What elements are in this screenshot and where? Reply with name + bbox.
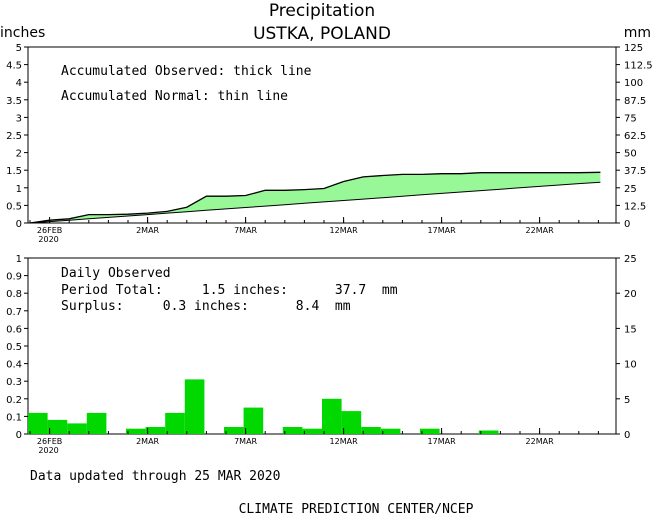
x-tick-label: 26FEB: [37, 226, 62, 235]
accumulated-panel: 0 0.5 1 1.5 2 2.5 3 3.5 4 4.5 5 0 12.5 25 37.5 50 62.5 7…: [6, 43, 652, 244]
x-tick-label: 7MAR: [234, 437, 257, 446]
y-tick-label: 1: [16, 184, 22, 195]
x-tick-label: 7MAR: [234, 226, 257, 235]
y-tick-label: 1: [16, 254, 22, 265]
right-unit-label: mm: [624, 25, 651, 41]
x-tick-label: 22MAR: [526, 226, 555, 235]
x-tick-label: 12MAR: [330, 226, 359, 235]
y-right-tick-label: 12.5: [624, 201, 646, 212]
accumulated-legend-observed: Accumulated Observed: thick line: [61, 64, 312, 79]
daily-precip-bar: [243, 407, 264, 434]
x-tick-label: 17MAR: [428, 437, 457, 446]
y-tick-label: 3: [16, 113, 22, 124]
x-tick-label: 2MAR: [136, 437, 159, 446]
daily-precip-bar: [322, 398, 342, 434]
y-tick-label: 5: [16, 43, 22, 54]
x-tick-label: 2MAR: [136, 226, 159, 235]
y-tick-label: 0: [16, 430, 22, 441]
y-tick-label: 3.5: [6, 96, 22, 107]
data-updated-note: Data updated through 25 MAR 2020: [30, 469, 280, 484]
x-tick-label: 26FEB: [37, 437, 62, 446]
accumulated-observed-line: [29, 171, 601, 224]
y-tick-label: 0.4: [6, 360, 22, 371]
y-right-tick-label: 100: [624, 78, 643, 89]
daily-precip-bar: [420, 428, 440, 434]
daily-precip-bar: [126, 428, 146, 434]
daily-precip-bar: [302, 428, 322, 434]
chart-title: Precipitation: [269, 1, 375, 21]
y-right-tick-label: 25: [624, 184, 637, 195]
y-tick-label: 0.2: [6, 395, 22, 406]
daily-legend-title: Daily Observed: [61, 266, 171, 281]
y-tick-label: 2: [16, 149, 22, 160]
y-tick-label: 0.5: [6, 201, 22, 212]
y-tick-label: 4.5: [6, 61, 22, 72]
y-right-tick-label: 0: [624, 430, 630, 441]
x-tick-label: 12MAR: [330, 437, 359, 446]
y-tick-label: 0.1: [6, 412, 22, 423]
daily-precip-bar: [282, 427, 303, 434]
daily-panel: 0 0.1 0.2 0.3 0.4 0.5 0.6 0.7 0.8 0.9 1 0 5 10 15 20 25…: [6, 254, 637, 455]
y-tick-label: 0.9: [6, 272, 22, 283]
y-right-tick-label: 25: [624, 254, 637, 265]
y-right-tick-label: 15: [624, 324, 637, 335]
daily-precip-bar: [67, 423, 87, 434]
y-tick-label: 0.8: [6, 289, 22, 300]
y-tick-label: 0.3: [6, 377, 22, 388]
y-tick-label: 0.6: [6, 324, 22, 335]
y-right-tick-label: 10: [624, 360, 637, 371]
y-right-tick-label: 125: [624, 43, 643, 54]
y-right-tick-label: 0: [624, 219, 630, 230]
x-tick-label: 17MAR: [428, 226, 457, 235]
daily-precip-bar: [145, 427, 166, 434]
credit-line: CLIMATE PREDICTION CENTER/NCEP: [239, 502, 474, 517]
accumulated-legend-normal: Accumulated Normal: thin line: [61, 89, 288, 104]
y-right-tick-label: 50: [624, 149, 637, 160]
daily-precip-bar: [341, 411, 362, 434]
y-right-tick-label: 112.5: [624, 61, 652, 72]
chart-subtitle: USTKA, POLAND: [253, 24, 391, 44]
daily-precip-bar: [478, 430, 499, 434]
daily-precip-bar: [86, 412, 107, 434]
y-tick-label: 4: [16, 78, 22, 89]
y-tick-label: 0.5: [6, 342, 22, 353]
x-year-label: 2020: [38, 446, 58, 455]
daily-precip-bar: [47, 419, 68, 434]
y-tick-label: 1.5: [6, 166, 22, 177]
y-right-tick-label: 62.5: [624, 131, 646, 142]
y-right-tick-label: 37.5: [624, 166, 646, 177]
x-year-label: 2020: [38, 235, 58, 244]
left-unit-label: inches: [0, 25, 45, 41]
y-right-tick-label: 20: [624, 289, 637, 300]
surplus-fill-area: [30, 172, 601, 223]
daily-legend-total: Period Total: 1.5 inches: 37.7 mm: [61, 283, 398, 298]
daily-precip-bar: [380, 428, 401, 434]
daily-precip-bar: [224, 427, 244, 434]
daily-legend-surplus: Surplus: 0.3 inches: 8.4 mm: [61, 299, 351, 314]
y-tick-label: 2.5: [6, 131, 22, 142]
y-tick-label: 0.7: [6, 307, 22, 318]
accumulated-normal-line: [29, 181, 601, 224]
y-right-tick-label: 87.5: [624, 96, 646, 107]
daily-precip-bar: [361, 427, 381, 434]
y-tick-label: 0: [16, 219, 22, 230]
y-right-tick-label: 5: [624, 395, 630, 406]
y-right-tick-label: 75: [624, 113, 637, 124]
daily-precip-bar: [184, 379, 205, 434]
daily-precip-bar: [165, 412, 185, 434]
x-tick-label: 22MAR: [526, 437, 555, 446]
daily-precip-bar: [28, 412, 48, 434]
